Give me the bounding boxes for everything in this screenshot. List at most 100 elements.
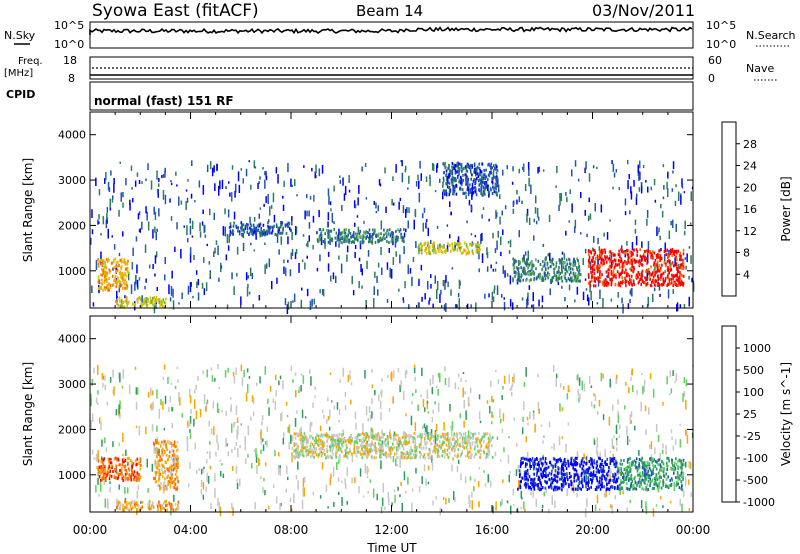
data-cell <box>380 220 383 230</box>
data-cell <box>619 462 622 466</box>
data-cell <box>565 269 568 273</box>
data-cell <box>451 178 453 182</box>
data-cell <box>113 258 115 262</box>
data-cell <box>517 480 520 489</box>
data-cell <box>527 262 529 266</box>
data-cell <box>499 408 501 419</box>
data-cell <box>386 262 389 270</box>
data-cell <box>616 440 618 446</box>
data-cell <box>493 164 495 168</box>
data-cell <box>593 236 595 243</box>
data-cell <box>624 467 627 471</box>
data-cell <box>442 497 445 500</box>
data-cell <box>240 364 243 372</box>
data-cell <box>565 258 568 262</box>
data-cell <box>127 259 129 263</box>
data-cell <box>466 164 468 168</box>
data-cell <box>508 474 510 483</box>
data-cell <box>647 296 649 306</box>
data-cell <box>261 415 264 421</box>
data-cell <box>645 486 648 490</box>
data-cell <box>633 248 635 252</box>
data-cell <box>506 500 509 504</box>
data-cell <box>585 470 588 473</box>
data-cell <box>333 227 335 231</box>
data-cell <box>338 233 340 240</box>
data-cell <box>397 368 400 373</box>
data-cell <box>630 376 632 382</box>
data-cell <box>630 411 633 418</box>
data-cell <box>104 260 106 264</box>
data-cell <box>435 496 437 500</box>
data-cell <box>597 268 599 272</box>
data-cell <box>446 448 449 452</box>
data-cell <box>294 417 297 427</box>
data-cell <box>478 243 481 247</box>
data-cell <box>612 275 615 279</box>
data-cell <box>403 232 406 238</box>
data-cell <box>542 260 544 264</box>
data-cell <box>97 262 100 266</box>
data-cell <box>533 218 535 223</box>
data-cell <box>255 454 258 463</box>
data-cell <box>290 178 292 187</box>
data-cell <box>391 238 394 242</box>
data-cell <box>567 422 570 426</box>
data-cell <box>658 253 661 257</box>
data-cell <box>612 186 614 190</box>
data-cell <box>475 243 477 247</box>
data-cell <box>544 457 547 461</box>
data-cell <box>508 250 511 254</box>
data-cell <box>130 467 133 471</box>
data-cell <box>159 455 161 459</box>
data-cell <box>345 237 348 241</box>
data-cell <box>660 467 662 471</box>
data-cell <box>582 468 585 472</box>
data-cell <box>110 458 113 461</box>
data-cell <box>508 374 510 384</box>
data-cell <box>614 463 617 467</box>
data-cell <box>675 457 677 461</box>
data-cell <box>464 436 466 445</box>
data-cell <box>652 388 655 398</box>
data-cell <box>150 387 152 396</box>
data-cell <box>242 178 244 184</box>
data-cell <box>393 202 395 206</box>
data-cell <box>108 465 110 469</box>
data-cell <box>554 464 557 468</box>
data-cell <box>492 415 494 418</box>
data-cell <box>662 449 664 454</box>
data-cell <box>372 228 374 232</box>
data-cell <box>629 278 631 282</box>
data-cell <box>277 466 280 475</box>
data-cell <box>583 475 586 479</box>
data-cell <box>367 490 369 494</box>
data-cell <box>175 487 177 491</box>
data-cell <box>318 168 321 177</box>
data-cell <box>406 207 408 213</box>
data-cell <box>555 278 557 282</box>
data-cell <box>332 272 335 280</box>
data-cell <box>528 270 530 273</box>
data-cell <box>646 218 648 226</box>
data-cell <box>556 271 558 275</box>
data-cell <box>675 223 677 233</box>
data-cell <box>645 501 647 509</box>
data-cell <box>658 471 660 475</box>
data-cell <box>291 216 293 222</box>
data-cell <box>106 217 108 224</box>
data-cell <box>680 464 683 468</box>
data-cell <box>598 484 600 488</box>
data-cell <box>464 241 466 245</box>
data-cell <box>553 267 555 271</box>
data-cell <box>109 474 111 478</box>
data-cell <box>115 285 118 289</box>
data-cell <box>678 477 681 481</box>
data-cell <box>512 257 514 261</box>
data-cell <box>672 463 674 467</box>
data-cell <box>538 166 540 173</box>
data-cell <box>601 280 604 284</box>
data-cell <box>493 190 496 194</box>
data-cell <box>587 215 590 222</box>
data-cell <box>634 228 637 234</box>
